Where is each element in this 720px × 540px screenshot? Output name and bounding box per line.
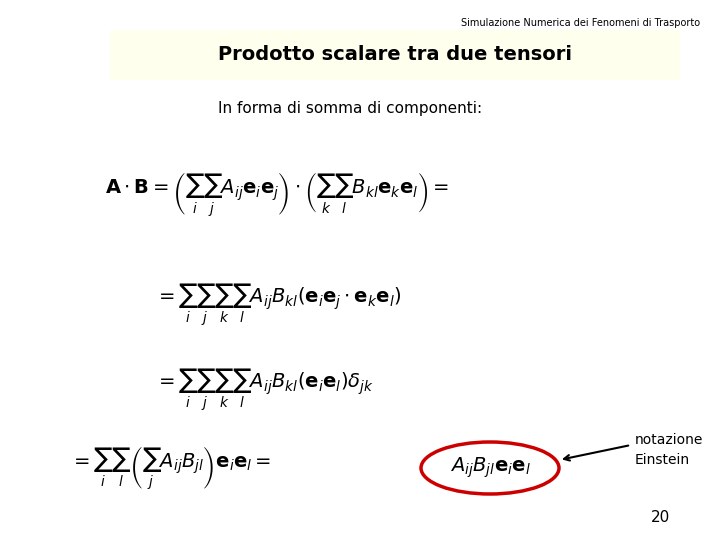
Text: $= \sum_i \sum_l \left( \sum_j A_{ij}B_{jl} \right)\mathbf{e}_i\mathbf{e}_l =$: $= \sum_i \sum_l \left( \sum_j A_{ij}B_{… bbox=[70, 444, 271, 492]
Text: Prodotto scalare tra due tensori: Prodotto scalare tra due tensori bbox=[218, 45, 572, 64]
Text: notazione
Einstein: notazione Einstein bbox=[635, 433, 703, 467]
Text: $A_{ij}B_{jl}\mathbf{e}_i\mathbf{e}_l$: $A_{ij}B_{jl}\mathbf{e}_i\mathbf{e}_l$ bbox=[449, 456, 531, 480]
Text: Simulazione Numerica dei Fenomeni di Trasporto: Simulazione Numerica dei Fenomeni di Tra… bbox=[461, 18, 700, 28]
Text: $\mathbf{A} \cdot \mathbf{B} = \left( \sum_i \sum_j A_{ij}\mathbf{e}_i\mathbf{e}: $\mathbf{A} \cdot \mathbf{B} = \left( \s… bbox=[105, 171, 449, 219]
Text: $= \sum_i \sum_j \sum_k \sum_l A_{ij}B_{kl}\left(\mathbf{e}_i\mathbf{e}_l\right): $= \sum_i \sum_j \sum_k \sum_l A_{ij}B_{… bbox=[155, 367, 374, 413]
Text: In forma di somma di componenti:: In forma di somma di componenti: bbox=[218, 100, 482, 116]
Text: 20: 20 bbox=[650, 510, 670, 525]
Text: $= \sum_i \sum_j \sum_k \sum_l A_{ij}B_{kl}\left(\mathbf{e}_i\mathbf{e}_j \cdot : $= \sum_i \sum_j \sum_k \sum_l A_{ij}B_{… bbox=[155, 282, 402, 328]
FancyBboxPatch shape bbox=[110, 30, 680, 80]
